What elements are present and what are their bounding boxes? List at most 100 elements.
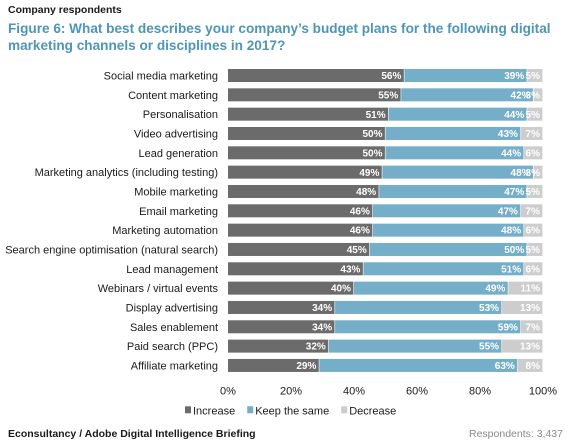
data-label-increase: 29% <box>296 361 316 372</box>
bar-keep-the-same <box>335 300 502 314</box>
data-label-decrease: 5% <box>526 187 541 198</box>
data-label-decrease: 7% <box>526 129 541 140</box>
bar-decrease <box>502 339 543 353</box>
chart-subtitle: Company respondents <box>8 4 122 16</box>
bar-increase <box>228 165 382 179</box>
bar-decrease <box>533 165 543 179</box>
data-label-keep-the-same: 48% <box>501 226 521 237</box>
bar-decrease <box>520 204 543 218</box>
category-label: Search engine optimisation (natural sear… <box>5 244 218 256</box>
bar-keep-the-same <box>388 107 527 121</box>
bar-decrease <box>527 69 543 82</box>
category-label: Sales enablement <box>130 322 218 334</box>
bar-increase <box>228 242 370 256</box>
bar-increase <box>228 300 335 314</box>
legend-label-increase: Increase <box>193 405 235 417</box>
data-label-keep-the-same: 63% <box>495 361 515 372</box>
data-label-decrease: 13% <box>520 303 540 314</box>
category-label: Marketing automation <box>112 225 218 237</box>
bar-decrease <box>527 107 543 121</box>
data-label-decrease: 8% <box>526 361 541 372</box>
bar-keep-the-same <box>382 165 533 179</box>
bar-increase <box>228 223 373 237</box>
legend-label-decrease: Decrease <box>349 405 396 417</box>
data-label-decrease: 6% <box>526 264 541 275</box>
data-label-increase: 56% <box>381 71 401 82</box>
bar-decrease <box>527 184 543 198</box>
data-label-decrease: 5% <box>526 110 541 121</box>
data-label-decrease: 7% <box>526 206 541 217</box>
category-label: Affiliate marketing <box>131 360 218 372</box>
x-tick-label: 60% <box>406 385 428 397</box>
bar-decrease <box>524 262 543 276</box>
category-label: Webinars / virtual events <box>98 283 219 295</box>
data-label-keep-the-same: 53% <box>479 303 499 314</box>
data-label-increase: 46% <box>350 226 370 237</box>
data-label-keep-the-same: 50% <box>504 245 524 256</box>
x-tick-label: 20% <box>280 385 302 397</box>
legend-label-keep-the-same: Keep the same <box>255 405 329 417</box>
data-label-increase: 51% <box>366 110 386 121</box>
data-label-decrease: 5% <box>526 245 541 256</box>
bar-decrease <box>527 242 543 256</box>
x-tick-label: 100% <box>529 385 557 397</box>
data-label-increase: 34% <box>312 322 332 333</box>
bar-keep-the-same <box>385 146 524 160</box>
data-label-keep-the-same: 44% <box>501 148 521 159</box>
data-label-decrease: 6% <box>526 226 541 237</box>
bar-increase <box>228 107 389 121</box>
category-label: Social media marketing <box>104 71 218 83</box>
bar-increase <box>228 339 329 353</box>
legend-swatch-decrease <box>341 406 348 414</box>
category-label: Personalisation <box>143 109 218 121</box>
bar-decrease <box>502 300 543 314</box>
data-label-decrease: 3% <box>526 168 541 179</box>
bar-keep-the-same <box>385 126 521 140</box>
category-label: Video advertising <box>134 128 218 140</box>
data-label-decrease: 5% <box>526 71 541 82</box>
data-label-keep-the-same: 47% <box>504 187 524 198</box>
data-label-increase: 34% <box>312 303 332 314</box>
data-label-decrease: 11% <box>521 284 541 295</box>
legend-swatch-keep-the-same <box>247 406 254 414</box>
data-label-increase: 40% <box>331 284 351 295</box>
data-label-increase: 43% <box>340 264 360 275</box>
bar-increase <box>228 262 363 276</box>
data-label-increase: 55% <box>378 90 398 101</box>
data-label-increase: 45% <box>347 245 367 256</box>
data-label-decrease: 7% <box>526 322 541 333</box>
data-label-keep-the-same: 48% <box>511 168 531 179</box>
data-label-increase: 50% <box>362 129 382 140</box>
data-label-increase: 49% <box>359 168 379 179</box>
respondents-count: Respondents: 3,437 <box>469 428 563 440</box>
category-label: Display advertising <box>126 302 218 314</box>
bar-keep-the-same <box>335 320 521 334</box>
bar-keep-the-same <box>369 242 527 256</box>
category-label: Email marketing <box>139 206 218 218</box>
legend-swatch-increase <box>185 406 191 414</box>
data-label-decrease: 13% <box>520 342 540 353</box>
chart-title: Figure 6: What best describes your compa… <box>8 21 551 53</box>
bar-increase <box>228 358 319 372</box>
bar-increase <box>228 204 373 218</box>
bar-increase <box>228 126 385 140</box>
data-label-increase: 46% <box>350 206 370 217</box>
bar-keep-the-same <box>404 69 527 82</box>
data-label-keep-the-same: 44% <box>504 110 524 121</box>
bar-keep-the-same <box>372 223 524 237</box>
bar-increase <box>228 184 379 198</box>
category-label: Mobile marketing <box>134 186 218 198</box>
bar-decrease <box>520 126 543 140</box>
data-label-decrease: 6% <box>526 148 541 159</box>
bar-keep-the-same <box>372 204 521 218</box>
bar-increase <box>228 69 404 82</box>
bar-decrease <box>508 281 543 295</box>
data-label-keep-the-same: 51% <box>501 264 521 275</box>
bar-decrease <box>520 320 543 334</box>
category-label: Content marketing <box>128 90 218 102</box>
bar-decrease <box>524 146 543 160</box>
bar-decrease <box>533 88 543 102</box>
bar-decrease <box>517 358 543 372</box>
bar-keep-the-same <box>379 184 527 198</box>
bar-keep-the-same <box>401 88 533 102</box>
